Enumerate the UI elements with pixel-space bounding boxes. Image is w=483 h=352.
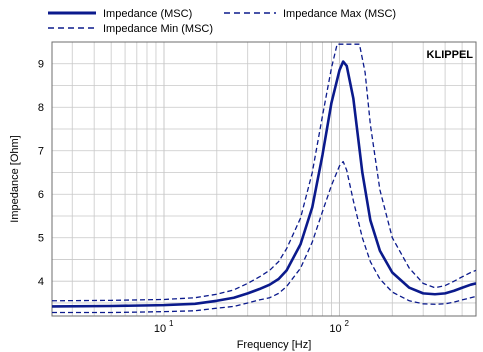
legend: Impedance (MSC) Impedance Max (MSC) Impeda…	[48, 8, 396, 35]
legend-label: Impedance (MSC)	[103, 8, 192, 20]
plot-frame	[51, 41, 477, 317]
y-tick-label: 7	[38, 146, 44, 158]
series-lines	[52, 43, 476, 314]
x-axis-label: Frequency [Hz]	[237, 339, 312, 351]
grid	[52, 41, 477, 316]
x-tick-label: 10	[329, 323, 341, 335]
watermark-logo: KLIPPEL	[427, 49, 474, 61]
series-line-impedance	[52, 60, 476, 308]
legend-label: Impedance Min (MSC)	[103, 23, 213, 35]
x-tick-label: 10	[154, 323, 166, 335]
y-tick-label: 8	[38, 102, 44, 114]
y-tick-label: 5	[38, 233, 44, 245]
y-tick-label: 6	[38, 189, 44, 201]
y-axis-label: Impedance [Ohm]	[9, 135, 21, 222]
series-line-impedance-max	[52, 43, 476, 302]
y-tick-label: 4	[38, 276, 44, 288]
legend-label: Impedance Max (MSC)	[283, 8, 396, 20]
series-line-impedance-min	[52, 160, 476, 314]
x-tick-exponent: 2	[344, 319, 349, 328]
x-tick-exponent: 1	[169, 319, 174, 328]
y-tick-label: 9	[38, 59, 44, 71]
